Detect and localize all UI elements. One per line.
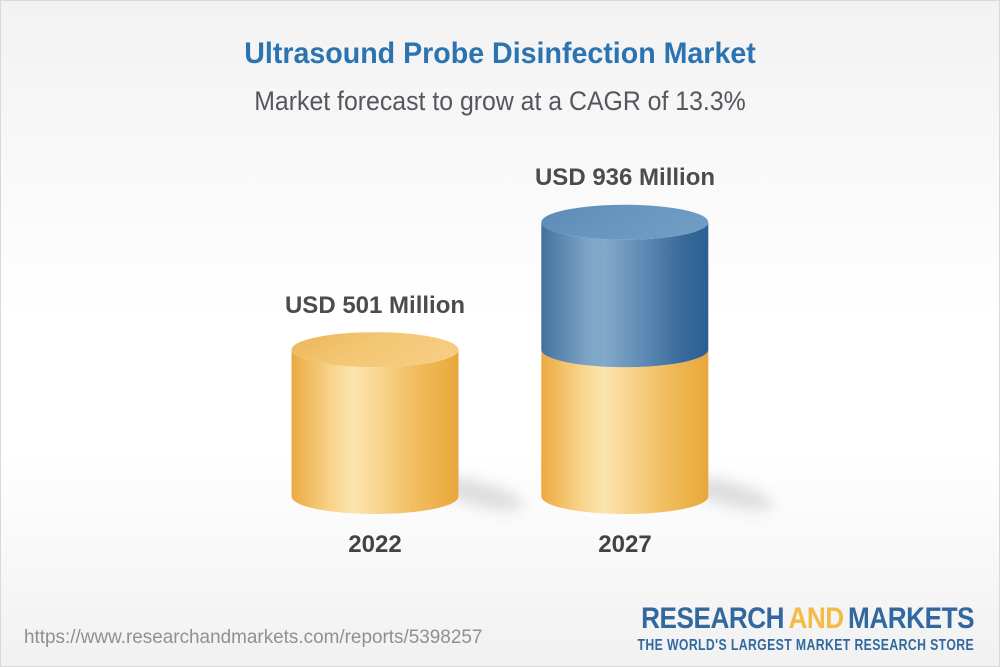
value-label-2027: USD 936 Million bbox=[534, 164, 716, 191]
bar-2027-base-segment[interactable] bbox=[541, 349, 709, 514]
bar-2022-body[interactable] bbox=[291, 349, 459, 514]
logo-word-research: RESEARCH bbox=[641, 602, 785, 635]
logo-word-markets: MARKETS bbox=[847, 602, 974, 635]
report-url[interactable]: https://www.researchandmarkets.com/repor… bbox=[24, 626, 483, 648]
value-label-2022: USD 501 Million bbox=[284, 292, 466, 319]
category-label-2027: 2027 bbox=[598, 531, 652, 558]
logo-tagline: THE WORLD'S LARGEST MARKET RESEARCH STOR… bbox=[637, 637, 974, 654]
chart-subtitle: Market forecast to grow at a CAGR of 13.… bbox=[254, 86, 746, 116]
logo-wordmark: RESEARCH AND MARKETS bbox=[603, 604, 974, 634]
logo-word-and: AND bbox=[788, 602, 844, 635]
chart-title: Ultrasound Probe Disinfection Market bbox=[244, 37, 756, 70]
research-and-markets-logo[interactable]: RESEARCH AND MARKETS THE WORLD'S LARGEST M… bbox=[548, 604, 974, 654]
category-label-2022: 2022 bbox=[348, 531, 402, 558]
bar-2027-top[interactable] bbox=[541, 204, 709, 240]
bar-2022-top[interactable] bbox=[291, 332, 459, 368]
bar-2027-growth-segment[interactable] bbox=[541, 222, 709, 368]
